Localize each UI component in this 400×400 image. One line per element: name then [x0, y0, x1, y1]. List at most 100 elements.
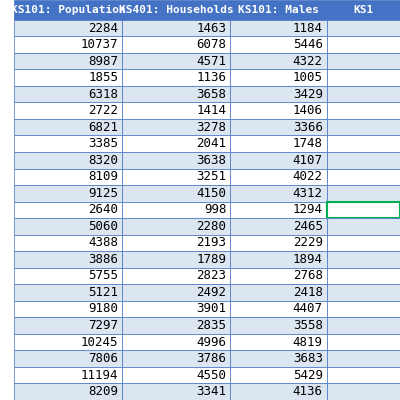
- Bar: [14, 251, 122, 268]
- Text: 10737: 10737: [81, 38, 118, 51]
- Bar: [327, 350, 400, 367]
- Bar: [14, 268, 122, 284]
- Text: 7806: 7806: [88, 352, 118, 365]
- Bar: [14, 383, 122, 400]
- Text: 2465: 2465: [293, 220, 323, 233]
- Bar: [14, 69, 122, 86]
- Text: 3901: 3901: [196, 302, 226, 316]
- Bar: [327, 202, 400, 218]
- Text: 2835: 2835: [196, 319, 226, 332]
- Text: 2768: 2768: [293, 270, 323, 282]
- Bar: [230, 383, 327, 400]
- Bar: [230, 119, 327, 136]
- Bar: [230, 350, 327, 367]
- Text: 1294: 1294: [293, 203, 323, 216]
- Text: 4107: 4107: [293, 154, 323, 167]
- Bar: [230, 202, 327, 218]
- Bar: [327, 268, 400, 284]
- Bar: [230, 301, 327, 317]
- Bar: [327, 367, 400, 383]
- Text: 2492: 2492: [196, 286, 226, 299]
- Bar: [122, 168, 230, 185]
- Bar: [14, 136, 122, 152]
- Text: 2640: 2640: [88, 203, 118, 216]
- Bar: [230, 367, 327, 383]
- Text: 3278: 3278: [196, 121, 226, 134]
- Text: 4571: 4571: [196, 55, 226, 68]
- Text: 998: 998: [204, 203, 226, 216]
- Bar: [230, 152, 327, 168]
- Text: 3366: 3366: [293, 121, 323, 134]
- Text: 3658: 3658: [196, 88, 226, 101]
- Bar: [14, 202, 122, 218]
- Text: 2823: 2823: [196, 270, 226, 282]
- Bar: [122, 383, 230, 400]
- Text: 4388: 4388: [88, 236, 118, 249]
- Text: 1748: 1748: [293, 137, 323, 150]
- Bar: [14, 317, 122, 334]
- Bar: [14, 53, 122, 69]
- Text: 8209: 8209: [88, 385, 118, 398]
- Bar: [14, 36, 122, 53]
- Text: KS401: Households: KS401: Households: [119, 5, 234, 15]
- Text: 4312: 4312: [293, 187, 323, 200]
- Text: 1005: 1005: [293, 71, 323, 84]
- Bar: [14, 350, 122, 367]
- Bar: [14, 168, 122, 185]
- Bar: [122, 69, 230, 86]
- Bar: [327, 168, 400, 185]
- Text: 11194: 11194: [81, 368, 118, 382]
- Bar: [14, 218, 122, 235]
- Bar: [122, 284, 230, 301]
- Text: 3385: 3385: [88, 137, 118, 150]
- Bar: [230, 268, 327, 284]
- Text: 1406: 1406: [293, 104, 323, 117]
- Bar: [14, 86, 122, 102]
- Text: 9125: 9125: [88, 187, 118, 200]
- Text: 4022: 4022: [293, 170, 323, 183]
- Bar: [327, 383, 400, 400]
- Bar: [230, 0, 327, 20]
- Bar: [122, 202, 230, 218]
- Bar: [230, 235, 327, 251]
- Text: 3786: 3786: [196, 352, 226, 365]
- Text: 1184: 1184: [293, 22, 323, 34]
- Bar: [122, 102, 230, 119]
- Text: 9180: 9180: [88, 302, 118, 316]
- Bar: [327, 86, 400, 102]
- Bar: [327, 152, 400, 168]
- Text: 4996: 4996: [196, 336, 226, 348]
- Bar: [230, 168, 327, 185]
- Bar: [230, 86, 327, 102]
- Bar: [122, 301, 230, 317]
- Text: 3251: 3251: [196, 170, 226, 183]
- Bar: [14, 20, 122, 36]
- Text: 3341: 3341: [196, 385, 226, 398]
- Text: 2280: 2280: [196, 220, 226, 233]
- Text: 3429: 3429: [293, 88, 323, 101]
- Text: 1463: 1463: [196, 22, 226, 34]
- Text: 1855: 1855: [88, 71, 118, 84]
- Text: 5446: 5446: [293, 38, 323, 51]
- Text: 3886: 3886: [88, 253, 118, 266]
- Bar: [327, 136, 400, 152]
- Text: 6078: 6078: [196, 38, 226, 51]
- Bar: [327, 102, 400, 119]
- Text: 2193: 2193: [196, 236, 226, 249]
- Text: 4136: 4136: [293, 385, 323, 398]
- Bar: [122, 317, 230, 334]
- Bar: [327, 119, 400, 136]
- Bar: [122, 218, 230, 235]
- Text: 1789: 1789: [196, 253, 226, 266]
- Bar: [122, 53, 230, 69]
- Text: 5121: 5121: [88, 286, 118, 299]
- Bar: [230, 69, 327, 86]
- Bar: [122, 0, 230, 20]
- Bar: [14, 152, 122, 168]
- Bar: [122, 268, 230, 284]
- Bar: [327, 69, 400, 86]
- Bar: [230, 36, 327, 53]
- Text: 4150: 4150: [196, 187, 226, 200]
- Text: 7297: 7297: [88, 319, 118, 332]
- Text: 4550: 4550: [196, 368, 226, 382]
